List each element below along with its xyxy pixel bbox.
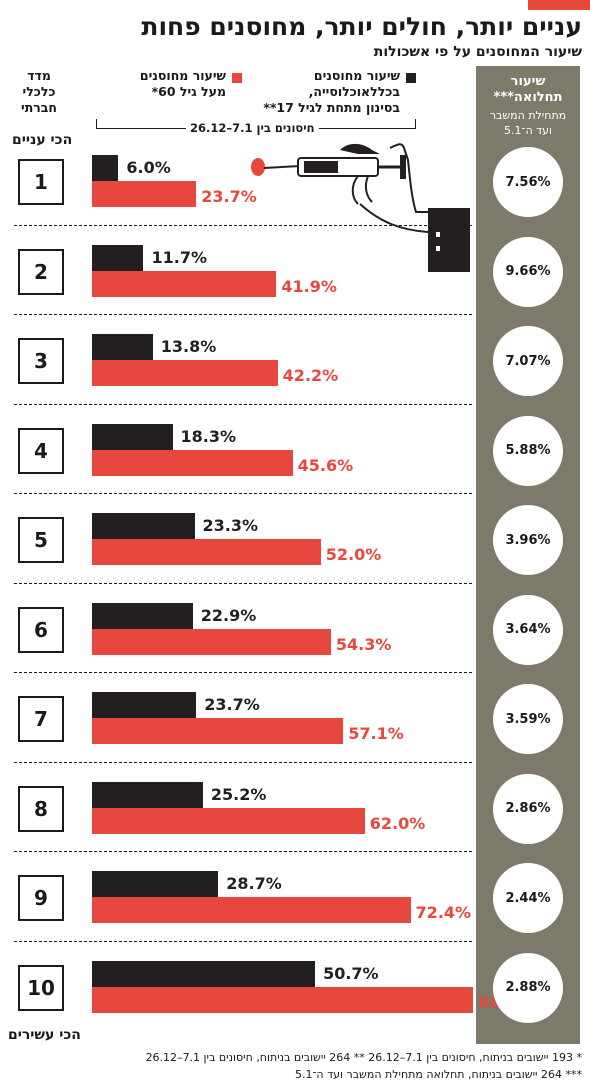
value-label-black: 50.7%: [323, 963, 379, 983]
bar-red: [92, 986, 474, 1013]
legend-red-line-2: מעל גיל 60*: [151, 84, 226, 99]
decile-box: 3: [18, 338, 64, 384]
decile-box: 5: [18, 517, 64, 563]
richest-label: הכי עשירים: [8, 1027, 81, 1043]
bar-black: [92, 960, 316, 987]
recovery-title-line-1: שיעור: [510, 74, 546, 89]
bar-black: [92, 602, 193, 629]
value-label-red: 45.6%: [297, 455, 354, 475]
recovery-circle: 3.59%: [493, 684, 563, 754]
value-label-red: 62.0%: [369, 813, 426, 833]
value-label-red: 72.4%: [415, 903, 472, 922]
decile-box: 10: [18, 964, 64, 1011]
legend-red-line-1: שיעור מחוסנים: [139, 68, 226, 83]
recovery-title-line-2: תחלואה***: [493, 90, 563, 105]
period-bracket-left-tick: [96, 119, 97, 129]
value-label-black: 13.8%: [160, 337, 217, 356]
value-label-red: 52.0%: [325, 545, 382, 564]
value-label-black: 11.7%: [151, 247, 207, 267]
row-divider: [14, 851, 472, 852]
legend-black-line-1: שיעור מחוסנים: [313, 68, 400, 83]
recovery-subtitle-line-1: מתחילת המשבר: [489, 109, 567, 122]
recovery-circle: 3.96%: [493, 505, 563, 575]
bar-red: [92, 628, 331, 655]
bar-black: [92, 334, 153, 360]
decile-box: 7: [18, 696, 64, 742]
legend-red-swatch: [232, 73, 242, 83]
bar-black: [92, 423, 173, 450]
bar-red: [92, 449, 293, 476]
bar-black: [92, 871, 219, 897]
legend-black-line-3: בסינון מתחת לגיל 17**: [263, 100, 400, 115]
value-label-black: 23.3%: [202, 516, 259, 535]
bar-red: [92, 718, 344, 744]
value-label-black: 25.2%: [210, 784, 267, 804]
bar-black: [92, 692, 197, 718]
period-label: חיסונים בין 7.1–26.12: [186, 121, 319, 135]
page-subtitle: שיעור המחוסנים על פי אשכולות: [373, 44, 582, 60]
recovery-subtitle: מתחילת המשבר ועד ה־5.1: [476, 108, 580, 138]
bar-red: [92, 897, 411, 923]
syringe-hand-icon: [251, 143, 470, 272]
recovery-title: שיעור תחלואה***: [476, 74, 580, 106]
blood-drop-icon: [251, 158, 265, 176]
row-divider: [14, 940, 472, 942]
index-header: מדד כלכלי חברתי: [8, 68, 70, 116]
recovery-circle: 9.66%: [493, 236, 563, 307]
recovery-circle: 3.64%: [493, 594, 563, 665]
bar-red: [92, 539, 321, 565]
decile-box: 9: [18, 875, 64, 921]
recovery-circle: 2.44%: [493, 863, 563, 933]
row-divider: [14, 403, 472, 405]
legend-black-line-2: בכללאוכלוסייה,: [308, 84, 400, 99]
footnote-1: * 193 יישובים בניתוח, חיסונים בין 7.1–26…: [145, 1051, 582, 1064]
value-label-red: 54.3%: [335, 634, 392, 654]
value-label-red: 42.2%: [282, 366, 339, 385]
value-label-red: 57.1%: [348, 724, 404, 743]
legend-black-swatch: [406, 73, 416, 83]
recovery-circle: 7.56%: [493, 147, 563, 217]
value-label-black: 18.3%: [180, 426, 237, 446]
row-divider: [14, 582, 472, 584]
recovery-circle: 5.88%: [493, 415, 563, 486]
accent-bar: [528, 0, 590, 10]
index-header-line-3: חברתי: [21, 100, 57, 115]
footnote-2: *** 264 יישובים בניתוח, תחלואה מתחילת המ…: [294, 1068, 582, 1081]
row-divider: [14, 224, 472, 226]
row-divider: [14, 493, 472, 494]
legend-black-text: שיעור מחוסנים בכללאוכלוסייה, בסינון מתחת…: [263, 68, 400, 116]
value-label-black: 23.7%: [204, 695, 260, 714]
decile-box: 1: [18, 159, 64, 205]
value-label-black: 22.9%: [200, 605, 257, 625]
bar-black: [92, 513, 195, 539]
value-label-red: 41.9%: [281, 276, 337, 296]
recovery-circle: 7.07%: [493, 326, 563, 396]
value-label-black: 6.0%: [126, 158, 171, 177]
page-title: עניים יותר, חולים יותר, מחוסנים פחות: [141, 12, 582, 41]
bar-red: [92, 181, 197, 207]
value-label-black: 28.7%: [226, 874, 282, 893]
recovery-circle: 2.86%: [493, 773, 563, 844]
decile-box: 6: [18, 606, 64, 653]
recovery-subtitle-line-2: ועד ה־5.1: [503, 124, 553, 137]
decile-box: 8: [18, 785, 64, 832]
bar-red: [92, 360, 278, 386]
row-divider: [14, 761, 472, 763]
legend-red-text: שיעור מחוסנים מעל גיל 60*: [140, 68, 226, 100]
decile-box: 2: [18, 248, 64, 295]
bar-black: [92, 155, 119, 181]
value-label-red: 23.7%: [201, 187, 257, 206]
bar-black: [92, 781, 203, 808]
bar-red: [92, 270, 277, 297]
row-divider: [14, 314, 472, 315]
index-header-line-1: מדד: [27, 68, 51, 83]
poorest-label: הכי עניים: [12, 132, 73, 148]
index-header-line-2: כלכלי: [22, 84, 56, 99]
bar-black: [92, 244, 144, 271]
row-divider: [14, 672, 472, 673]
recovery-circle: 2.88%: [493, 952, 563, 1023]
period-bracket-right-tick: [415, 119, 416, 129]
decile-box: 4: [18, 427, 64, 474]
bar-red: [92, 807, 365, 834]
